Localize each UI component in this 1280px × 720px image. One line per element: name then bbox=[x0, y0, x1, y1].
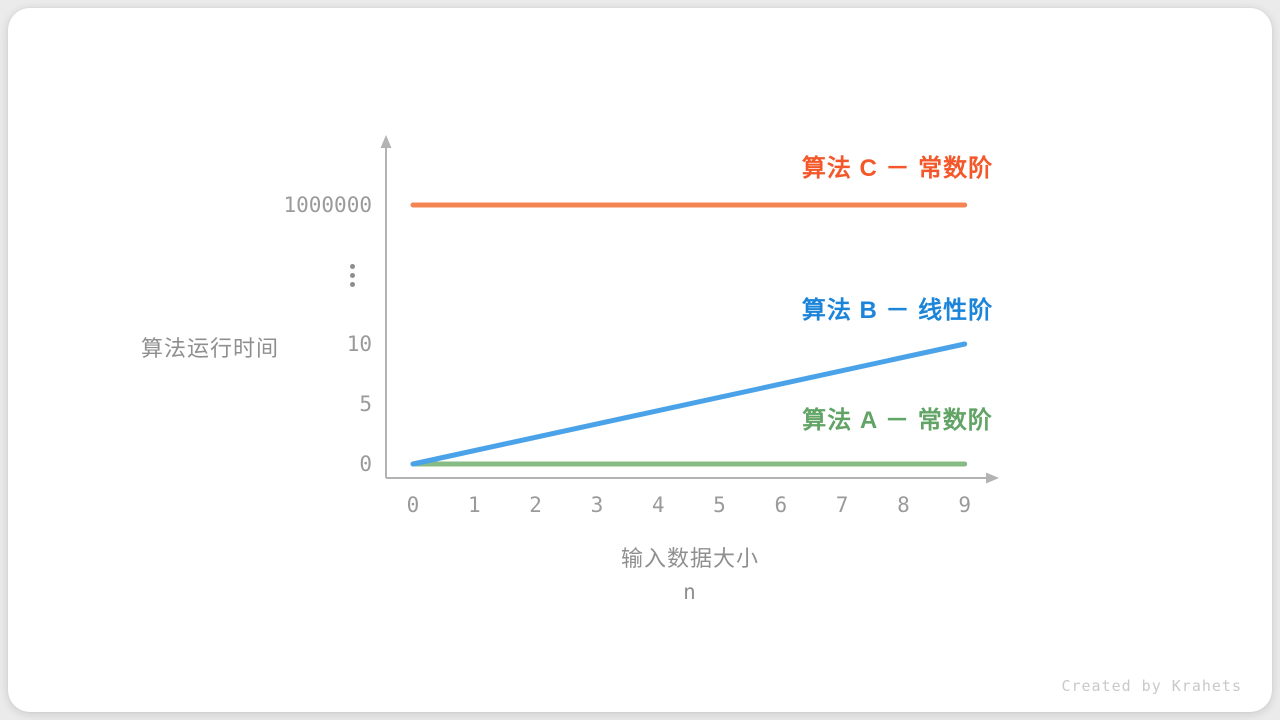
series-label-algorithm-c: 算法 C － 常数阶 bbox=[801, 155, 994, 182]
x-tick-label: 7 bbox=[835, 493, 849, 517]
x-axis-title: 输入数据大小 n bbox=[565, 544, 815, 607]
series-label-algorithm-b: 算法 B － 线性阶 bbox=[801, 297, 994, 324]
ellipsis-dot bbox=[349, 272, 355, 278]
ellipsis-dot bbox=[349, 263, 355, 269]
y-axis-title: 算法运行时间 bbox=[140, 336, 279, 361]
x-axis-arrow bbox=[986, 472, 999, 484]
x-axis-title-text: 输入数据大小 bbox=[620, 546, 759, 571]
x-tick-label: 6 bbox=[774, 493, 788, 517]
y-axis-break-ellipsis bbox=[349, 263, 355, 291]
watermark-credit: Created by Krahets bbox=[1061, 677, 1242, 695]
y-tick-label: 0 bbox=[359, 452, 372, 476]
series-line-2 bbox=[410, 341, 968, 467]
x-tick-label: 1 bbox=[467, 493, 481, 517]
x-axis-variable: n bbox=[683, 580, 697, 604]
x-tick-label: 9 bbox=[958, 493, 972, 517]
x-tick-label: 0 bbox=[406, 493, 420, 517]
figure-card bbox=[8, 8, 1272, 712]
y-tick-label: 10 bbox=[346, 332, 372, 356]
x-tick-label: 4 bbox=[651, 493, 665, 517]
ellipsis-dot bbox=[349, 281, 355, 287]
y-tick-label: 5 bbox=[359, 392, 372, 416]
x-tick-label: 5 bbox=[713, 493, 726, 517]
x-tick-label: 3 bbox=[590, 493, 604, 517]
series-label-algorithm-a: 算法 A － 常数阶 bbox=[802, 407, 993, 434]
y-tick-label: 1000000 bbox=[283, 193, 372, 217]
x-tick-label: 2 bbox=[529, 493, 542, 517]
y-axis-arrow bbox=[380, 135, 392, 148]
x-tick-label: 8 bbox=[897, 493, 910, 517]
